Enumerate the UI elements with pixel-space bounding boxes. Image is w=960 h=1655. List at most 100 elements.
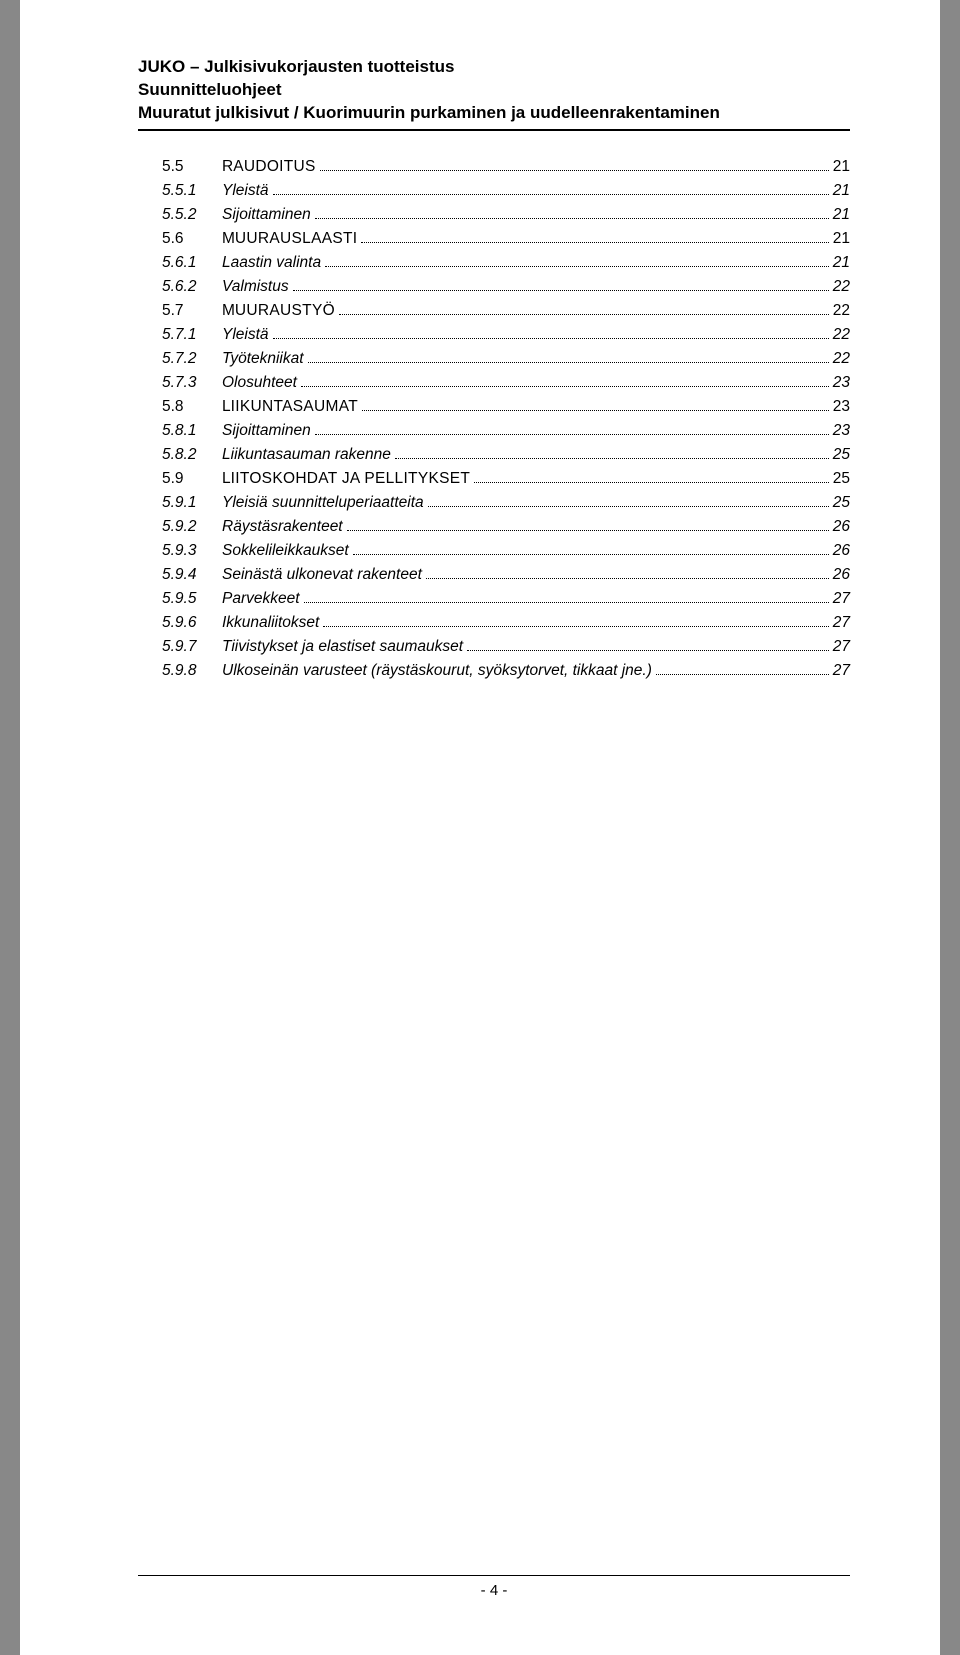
toc-entry-label-rest: UURAUSTYÖ [235, 302, 335, 319]
toc-entry: 5.9.2Räystäsrakenteet26 [138, 515, 850, 539]
toc-entry-page: 22 [833, 275, 850, 299]
toc-entry-label: Yleisiä suunnitteluperiaatteita [222, 491, 424, 515]
page-header: JUKO – Julkisivukorjausten tuotteistus S… [138, 56, 850, 131]
toc-entry-label-first: L [222, 470, 231, 487]
toc-dot-leader [315, 421, 829, 435]
toc-entry: 5.7.2Työtekniikat 22 [138, 347, 850, 371]
toc-entry-page: 27 [833, 587, 850, 611]
toc-entry-number: 5.8.2 [162, 443, 222, 467]
toc-dot-leader [308, 349, 829, 363]
toc-entry: 5.8.2Liikuntasauman rakenne 25 [138, 443, 850, 467]
toc-dot-leader [362, 397, 829, 411]
toc-entry-number: 5.7.3 [162, 371, 222, 395]
toc-entry-page: 23 [833, 419, 850, 443]
toc-entry-label: Valmistus [222, 275, 289, 299]
toc-entry-label: Sijoittaminen [222, 419, 311, 443]
toc-entry-label-first: M [222, 302, 235, 319]
toc-entry: 5.7.1Yleistä 22 [138, 323, 850, 347]
toc-entry-page: 27 [833, 659, 850, 683]
toc-dot-leader [325, 253, 829, 267]
toc-entry-number: 5.9.2 [162, 515, 222, 539]
toc-entry-number: 5.9 [162, 467, 222, 491]
toc-entry-number: 5.5.1 [162, 179, 222, 203]
toc-entry-label: Yleistä [222, 323, 269, 347]
toc-entry: 5.9.1Yleisiä suunnitteluperiaatteita25 [138, 491, 850, 515]
toc-entry-label: Sijoittaminen [222, 203, 311, 227]
toc-entry: 5.9.3Sokkelileikkaukset26 [138, 539, 850, 563]
toc-entry-number: 5.7.1 [162, 323, 222, 347]
toc-entry-page: 21 [833, 227, 850, 251]
toc-entry-number: 5.6 [162, 227, 222, 251]
toc-entry-page: 21 [833, 155, 850, 179]
toc-entry-label: Työtekniikat [222, 347, 304, 371]
toc-entry-page: 27 [833, 611, 850, 635]
toc-entry: 5.9LIITOSKOHDAT JA PELLITYKSET25 [138, 467, 850, 491]
toc-entry-number: 5.5.2 [162, 203, 222, 227]
toc-entry-page: 21 [833, 179, 850, 203]
toc-entry-number: 5.6.2 [162, 275, 222, 299]
toc-entry: 5.6MUURAUSLAASTI 21 [138, 227, 850, 251]
toc-entry-label-first: L [222, 398, 231, 415]
toc-entry-page: 22 [833, 323, 850, 347]
toc-dot-leader [353, 541, 829, 555]
toc-entry-page: 26 [833, 539, 850, 563]
toc-dot-leader [426, 565, 829, 579]
toc-entry-label-rest: UURAUSLAASTI [235, 230, 357, 247]
toc-entry-number: 5.8.1 [162, 419, 222, 443]
toc-entry: 5.9.7Tiivistykset ja elastiset saumaukse… [138, 635, 850, 659]
toc-entry: 5.9.6Ikkunaliitokset27 [138, 611, 850, 635]
toc-entry: 5.8.1Sijoittaminen 23 [138, 419, 850, 443]
toc-entry-number: 5.7.2 [162, 347, 222, 371]
toc-entry-page: 22 [833, 347, 850, 371]
toc-entry-label: Laastin valinta [222, 251, 321, 275]
table-of-contents: 5.5RAUDOITUS215.5.1Yleistä215.5.2Sijoitt… [138, 155, 850, 683]
toc-dot-leader [320, 157, 829, 171]
toc-dot-leader [361, 229, 828, 243]
toc-entry-number: 5.8 [162, 395, 222, 419]
header-subtitle-2: Muuratut julkisivut / Kuorimuurin purkam… [138, 102, 850, 125]
toc-entry-label: Liikuntasauman rakenne [222, 443, 391, 467]
toc-entry-page: 23 [833, 371, 850, 395]
page-number: - 4 - [481, 1582, 508, 1599]
toc-entry-page: 22 [833, 299, 850, 323]
toc-dot-leader [395, 445, 829, 459]
toc-entry-label: Räystäsrakenteet [222, 515, 343, 539]
toc-entry: 5.6.1Laastin valinta 21 [138, 251, 850, 275]
toc-dot-leader [323, 613, 828, 627]
header-subtitle-1: Suunnitteluohjeet [138, 79, 850, 102]
toc-dot-leader [467, 637, 829, 651]
toc-entry-label: Sokkelileikkaukset [222, 539, 349, 563]
toc-entry-page: 25 [833, 443, 850, 467]
toc-entry: 5.7.3Olosuhteet23 [138, 371, 850, 395]
toc-entry-label-rest: IIKUNTASAUMAT [231, 398, 358, 415]
document-page: JUKO – Julkisivukorjausten tuotteistus S… [20, 0, 940, 1655]
toc-entry-label: Ulkoseinän varusteet (räystäskourut, syö… [222, 659, 652, 683]
toc-entry-number: 5.9.7 [162, 635, 222, 659]
toc-entry: 5.9.8Ulkoseinän varusteet (räystäskourut… [138, 659, 850, 683]
toc-entry: 5.8LIIKUNTASAUMAT23 [138, 395, 850, 419]
toc-entry-label: MUURAUSLAASTI [222, 227, 357, 251]
toc-entry-label: Parvekkeet [222, 587, 300, 611]
toc-dot-leader [293, 277, 829, 291]
toc-entry-page: 27 [833, 635, 850, 659]
toc-entry-label: Tiivistykset ja elastiset saumaukset [222, 635, 463, 659]
toc-entry-label-first: R [222, 158, 233, 175]
toc-entry-label-rest: IITOSKOHDAT JA PELLITYKSET [231, 470, 471, 487]
toc-entry-label-rest: AUDOITUS [233, 158, 316, 175]
toc-entry-number: 5.9.5 [162, 587, 222, 611]
toc-entry: 5.9.4Seinästä ulkonevat rakenteet26 [138, 563, 850, 587]
toc-entry: 5.9.5Parvekkeet 27 [138, 587, 850, 611]
toc-dot-leader [315, 205, 829, 219]
toc-entry: 5.6.2Valmistus 22 [138, 275, 850, 299]
toc-dot-leader [339, 301, 829, 315]
toc-entry: 5.5.1Yleistä21 [138, 179, 850, 203]
toc-entry-number: 5.9.8 [162, 659, 222, 683]
toc-entry-number: 5.7 [162, 299, 222, 323]
toc-entry-number: 5.6.1 [162, 251, 222, 275]
toc-entry-label: LIIKUNTASAUMAT [222, 395, 358, 419]
toc-entry-label: Seinästä ulkonevat rakenteet [222, 563, 422, 587]
toc-entry-page: 21 [833, 251, 850, 275]
toc-entry: 5.5RAUDOITUS21 [138, 155, 850, 179]
toc-dot-leader [656, 661, 829, 675]
toc-dot-leader [474, 469, 829, 483]
